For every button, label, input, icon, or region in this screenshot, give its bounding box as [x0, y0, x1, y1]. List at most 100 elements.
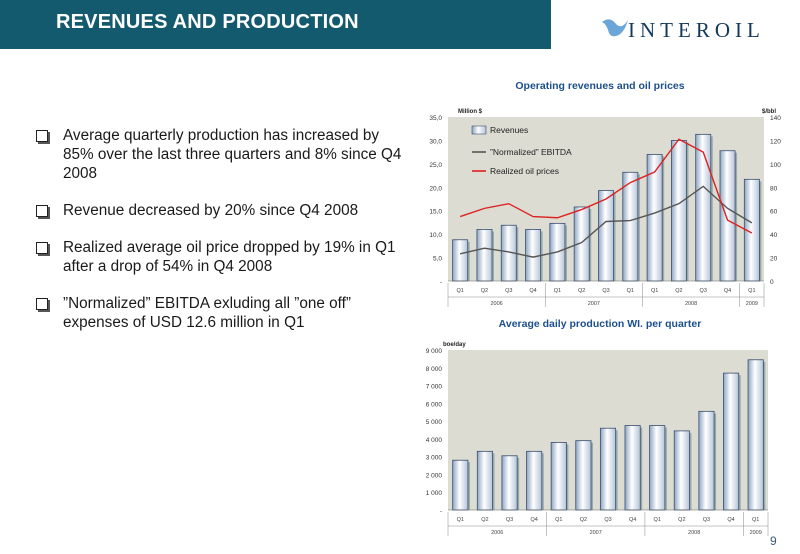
- y-tick-label: 9 000: [426, 348, 443, 355]
- bar: [719, 150, 736, 282]
- legend-label: Revenues: [490, 125, 528, 135]
- bar-shadow: [651, 427, 667, 510]
- bar: [500, 224, 517, 282]
- bar-shadow: [746, 181, 762, 281]
- x-tick-label: Q1: [748, 288, 755, 294]
- bullet-item: Revenue decreased by 20% since Q4 2008: [36, 201, 406, 220]
- bullet-text: Revenue decreased by 20% since Q4 2008: [63, 202, 359, 219]
- y2-tick-label: 100: [770, 162, 781, 169]
- page-title: REVENUES AND PRODUCTION: [56, 11, 359, 33]
- bar-shadow: [577, 442, 594, 510]
- y-tick-label: 15,0: [429, 209, 442, 216]
- bar-shadow: [676, 432, 692, 510]
- group-label: 2008: [688, 530, 700, 536]
- x-tick-label: Q4: [727, 517, 734, 523]
- bullet-list: Average quarterly production has increas…: [36, 126, 406, 350]
- bar: [573, 206, 590, 282]
- group-label: 2006: [491, 530, 503, 536]
- series-line: [459, 185, 753, 258]
- x-tick-label: Q2: [481, 517, 488, 523]
- x-tick-label: Q2: [580, 517, 587, 523]
- bar: [743, 178, 760, 282]
- bar: [501, 455, 518, 511]
- bar-shadow: [700, 413, 717, 510]
- x-tick-label: Q1: [752, 517, 759, 523]
- x-tick-label: Q3: [602, 288, 609, 294]
- plot-background: [448, 117, 764, 281]
- bar-shadow: [576, 208, 592, 281]
- bar-shadow: [527, 231, 543, 281]
- y-tick-label: 2 000: [426, 472, 443, 479]
- bar: [526, 450, 543, 511]
- bar-shadow: [626, 427, 643, 510]
- y-tick-label: 35,0: [429, 115, 442, 122]
- y-tick-label: 6 000: [426, 401, 443, 408]
- y-tick-label: 30,0: [429, 138, 442, 145]
- bullet-item: ”Normalized” EBITDA exluding all ”one of…: [36, 294, 406, 332]
- bar: [452, 239, 469, 282]
- bullet-text: Realized average oil price dropped by 19…: [63, 239, 396, 275]
- bar: [452, 459, 469, 511]
- checkbox-bullet-icon: [36, 242, 48, 254]
- y-tick-label: 3 000: [426, 455, 443, 462]
- y-axis-label: boe/day: [443, 342, 466, 348]
- x-tick-label: Q2: [678, 517, 685, 523]
- group-label: 2007: [590, 530, 602, 536]
- logo-text: INTEROIL: [628, 18, 765, 42]
- x-tick-label: Q4: [724, 288, 731, 294]
- y2-tick-label: 120: [770, 138, 781, 145]
- bar-shadow: [503, 227, 519, 281]
- page-number: 9: [770, 534, 777, 548]
- bar: [673, 430, 690, 511]
- x-tick-label: Q3: [700, 288, 707, 294]
- bar-shadow: [750, 361, 766, 510]
- bar: [476, 229, 493, 282]
- checkbox-bullet-icon: [36, 298, 48, 310]
- plot-background: [448, 350, 768, 510]
- bar: [698, 410, 715, 511]
- checkbox-bullet-icon: [36, 205, 48, 217]
- x-tick-label: Q1: [456, 288, 463, 294]
- company-logo: INTEROIL: [600, 12, 790, 46]
- bar-shadow: [551, 225, 567, 281]
- logo-bird-icon: [602, 19, 628, 37]
- bar: [723, 372, 740, 511]
- series-line: [459, 138, 753, 234]
- bar-shadow: [528, 453, 544, 510]
- y2-axis-label: $/bbl: [762, 109, 776, 115]
- bar-shadow: [624, 174, 640, 281]
- x-tick-label: Q3: [506, 517, 513, 523]
- x-tick-label: Q3: [604, 517, 611, 523]
- bar: [599, 427, 617, 511]
- x-tick-label: Q3: [505, 288, 512, 294]
- group-label: 2007: [588, 301, 600, 307]
- bullet-text: Average quarterly production has increas…: [63, 127, 402, 182]
- bar: [622, 171, 639, 282]
- bar-shadow: [673, 142, 689, 281]
- x-tick-label: Q1: [555, 517, 562, 523]
- x-tick-label: Q1: [627, 288, 634, 294]
- x-tick-label: Q2: [578, 288, 585, 294]
- x-tick-label: Q1: [651, 288, 658, 294]
- x-tick-label: Q3: [703, 517, 710, 523]
- y2-tick-label: 60: [770, 209, 778, 216]
- bar: [549, 222, 566, 282]
- x-tick-label: Q1: [554, 288, 561, 294]
- bar: [695, 133, 712, 282]
- bar-shadow: [454, 462, 470, 510]
- y2-tick-label: 0: [770, 279, 774, 286]
- bullet-item: Realized average oil price dropped by 19…: [36, 238, 406, 276]
- y-tick-label: 8 000: [426, 366, 443, 373]
- bar-shadow: [454, 241, 470, 281]
- y-tick-label: 1 000: [426, 490, 443, 497]
- x-tick-label: Q2: [481, 288, 488, 294]
- y-tick-label: 20,0: [429, 185, 442, 192]
- y-tick-label: -: [440, 279, 442, 286]
- bar: [670, 140, 687, 282]
- bar-shadow: [697, 136, 713, 281]
- bar: [747, 359, 764, 511]
- legend-label: Realized oil prices: [490, 166, 559, 176]
- x-tick-label: Q1: [654, 517, 661, 523]
- bar-shadow: [600, 192, 616, 281]
- checkbox-bullet-icon: [36, 130, 48, 142]
